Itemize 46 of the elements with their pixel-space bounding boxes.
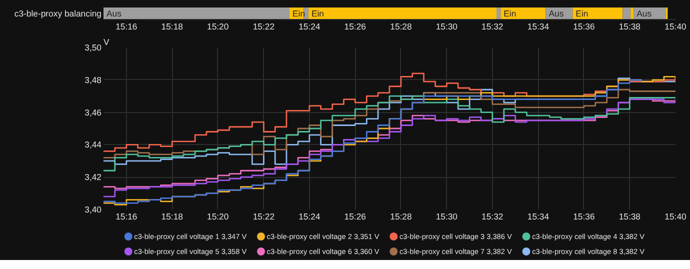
bar [304, 8, 308, 20]
x-tick-label: 15:18 [161, 212, 184, 222]
x-tick-label: 15:26 [344, 212, 366, 222]
x-tick-label: 15:36 [573, 22, 595, 32]
data-label: Aus [548, 8, 564, 18]
y-tick-label: 3,46 [84, 107, 102, 118]
y-tick-label: 3,48 [84, 74, 102, 85]
data-label: Ein [576, 8, 588, 18]
bar [622, 8, 631, 20]
y-tick-label: 3,44 [84, 140, 102, 150]
x-tick-label: 15:28 [390, 212, 412, 222]
x-tick-label: 15:16 [116, 212, 138, 222]
x-tick-label: 15:28 [390, 22, 412, 32]
y-tick-label: 3,50 [84, 42, 102, 52]
x-tick-label: 15:30 [436, 212, 458, 222]
x-tick-label: 15:36 [573, 212, 595, 222]
y-tick-label: 3,42 [84, 172, 102, 182]
y-tick-label: 3,40 [84, 204, 102, 214]
x-tick-label: 15:22 [252, 212, 275, 222]
bar [496, 8, 501, 20]
x-tick-label: 15:18 [161, 22, 184, 32]
bar [630, 8, 634, 20]
x-tick-label: 15:32 [482, 22, 504, 32]
y-tick-label: c3-ble-proxy balancing [14, 8, 102, 18]
x-tick-label: 15:20 [207, 22, 229, 32]
bar [104, 8, 290, 20]
x-tick-label: 15:40 [664, 212, 687, 222]
data-label: Aus [636, 8, 652, 18]
x-tick-label: 15:24 [298, 212, 320, 222]
x-tick-label: 15:40 [664, 22, 687, 32]
x-tick-label: 15:30 [436, 22, 458, 32]
x-tick-label: 15:16 [116, 22, 138, 32]
y-axis-title: V [104, 37, 110, 47]
x-tick-label: 15:32 [482, 212, 504, 222]
x-tick-label: 15:26 [344, 22, 366, 32]
x-tick-label: 15:34 [527, 22, 550, 32]
x-tick-label: 15:38 [618, 22, 641, 32]
bar [308, 8, 496, 20]
data-label: Ein [504, 8, 516, 18]
data-label: Aus [106, 8, 122, 18]
data-label: Ein [311, 8, 324, 18]
x-tick-label: 15:20 [207, 212, 229, 222]
x-tick-label: 15:22 [252, 22, 275, 32]
x-tick-label: 15:38 [618, 212, 641, 222]
x-tick-label: 15:34 [527, 212, 550, 222]
x-tick-label: 15:24 [298, 22, 320, 32]
